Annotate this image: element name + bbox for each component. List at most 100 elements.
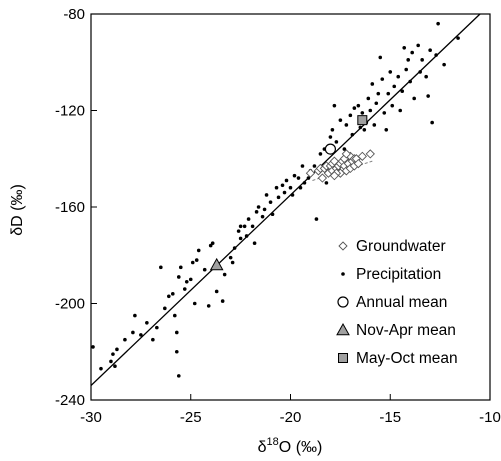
precipitation-point [338, 118, 343, 122]
precipitation-point [254, 210, 259, 214]
precipitation-point [182, 287, 187, 291]
legend-marker [337, 296, 349, 308]
precipitation-point [202, 267, 207, 272]
precipitation-point [109, 359, 113, 364]
precipitation-point [268, 200, 273, 204]
precipitation-point [220, 299, 225, 303]
groundwater-point [317, 173, 328, 183]
precipitation-point [274, 185, 279, 190]
precipitation-point [290, 193, 295, 197]
precipitation-point [430, 120, 434, 125]
y-axis-label: δD (‰) [9, 184, 26, 236]
precipitation-point [232, 246, 237, 250]
precipitation-point [408, 79, 413, 84]
precipitation-point [314, 217, 319, 221]
groundwater-points [305, 149, 375, 183]
regression-line-group [90, 13, 481, 386]
x-axis-label-suffix: O (‰) [279, 439, 323, 456]
y-axis-ticks: -240 -200 -160 -120 -80 [55, 6, 97, 409]
x-tick-label: -25 [180, 409, 202, 426]
precipitation-point [192, 301, 197, 306]
precipitation-point [400, 89, 405, 93]
legend-marker [338, 353, 348, 363]
precipitation-point [123, 337, 127, 342]
precipitation-point [151, 337, 155, 342]
precipitation-point [190, 260, 195, 265]
precipitation-point [424, 74, 428, 79]
precipitation-point [298, 185, 303, 190]
precipitation-point [370, 82, 375, 86]
precipitation-point [282, 190, 287, 195]
groundwater-point [353, 158, 363, 169]
precipitation-point [374, 101, 379, 106]
plot-frame [90, 13, 491, 401]
precipitation-point [133, 313, 137, 318]
precipitation-point [296, 176, 301, 180]
precipitation-point [196, 248, 201, 253]
precipitation-point [362, 128, 367, 132]
legend-item-label: Groundwater [356, 238, 446, 255]
x-axis-label-prefix: δ [258, 439, 267, 456]
y-tick-label: -80 [63, 6, 85, 23]
precipitation-point [348, 113, 353, 118]
precipitation-point [312, 164, 317, 168]
nov-apr-mean-point [209, 257, 224, 271]
precipitation-point [111, 352, 115, 356]
precipitation-point [398, 108, 403, 113]
groundwater-point [357, 151, 367, 161]
precipitation-point [230, 260, 235, 265]
precipitation-point [206, 304, 211, 308]
precipitation-point [113, 364, 117, 369]
precipitation-point [404, 67, 409, 72]
y-tick-label: -240 [55, 392, 85, 409]
precipitation-point [324, 181, 329, 185]
precipitation-point [318, 152, 323, 156]
precipitation-point [176, 275, 181, 279]
precipitation-point [342, 147, 347, 151]
regression-line [90, 13, 481, 386]
precipitation-point [178, 265, 183, 270]
precipitation-point [300, 164, 305, 168]
precipitation-point [242, 224, 247, 229]
precipitation-point [382, 111, 387, 115]
groundwater-point [329, 171, 340, 181]
precipitation-point [388, 70, 393, 74]
precipitation-point [360, 111, 365, 115]
precipitation-point [288, 185, 293, 190]
precipitation-point [366, 96, 371, 101]
precipitation-point [172, 313, 177, 318]
precipitation-point [306, 176, 311, 180]
precipitation-point [332, 103, 337, 108]
legend-item-label: Annual mean [356, 294, 447, 311]
precipitation-point [246, 217, 251, 221]
precipitation-point [436, 21, 440, 26]
precipitation-point [334, 140, 339, 144]
precipitation-point [250, 224, 255, 229]
precipitation-point [280, 183, 285, 188]
precipitation-point [238, 236, 243, 241]
precipitation-point [174, 349, 179, 354]
precipitation-point [292, 173, 297, 178]
precipitation-point [244, 234, 249, 238]
precipitation-point [368, 108, 373, 113]
precipitation-point [270, 212, 275, 217]
precipitation-point [167, 294, 171, 299]
precipitation-point [170, 292, 175, 296]
precipitation-point [159, 265, 163, 270]
precipitation-point [328, 135, 333, 139]
precipitation-point [386, 91, 391, 96]
precipitation-point [376, 91, 381, 96]
precipitation-point [380, 77, 385, 81]
x-tick-label: -30 [80, 409, 102, 426]
precipitation-point [390, 103, 395, 108]
x-tick-label: -10 [479, 409, 501, 426]
precipitation-point [260, 214, 265, 219]
precipitation-point [264, 193, 269, 197]
precipitation-point [350, 132, 355, 137]
plot-area-border [90, 13, 491, 401]
precipitation-point [131, 330, 135, 335]
precipitation-point [412, 96, 416, 101]
precipitation-point [139, 333, 143, 337]
precipitation-point [428, 48, 432, 52]
x-axis-label-sup: 18 [267, 436, 279, 448]
